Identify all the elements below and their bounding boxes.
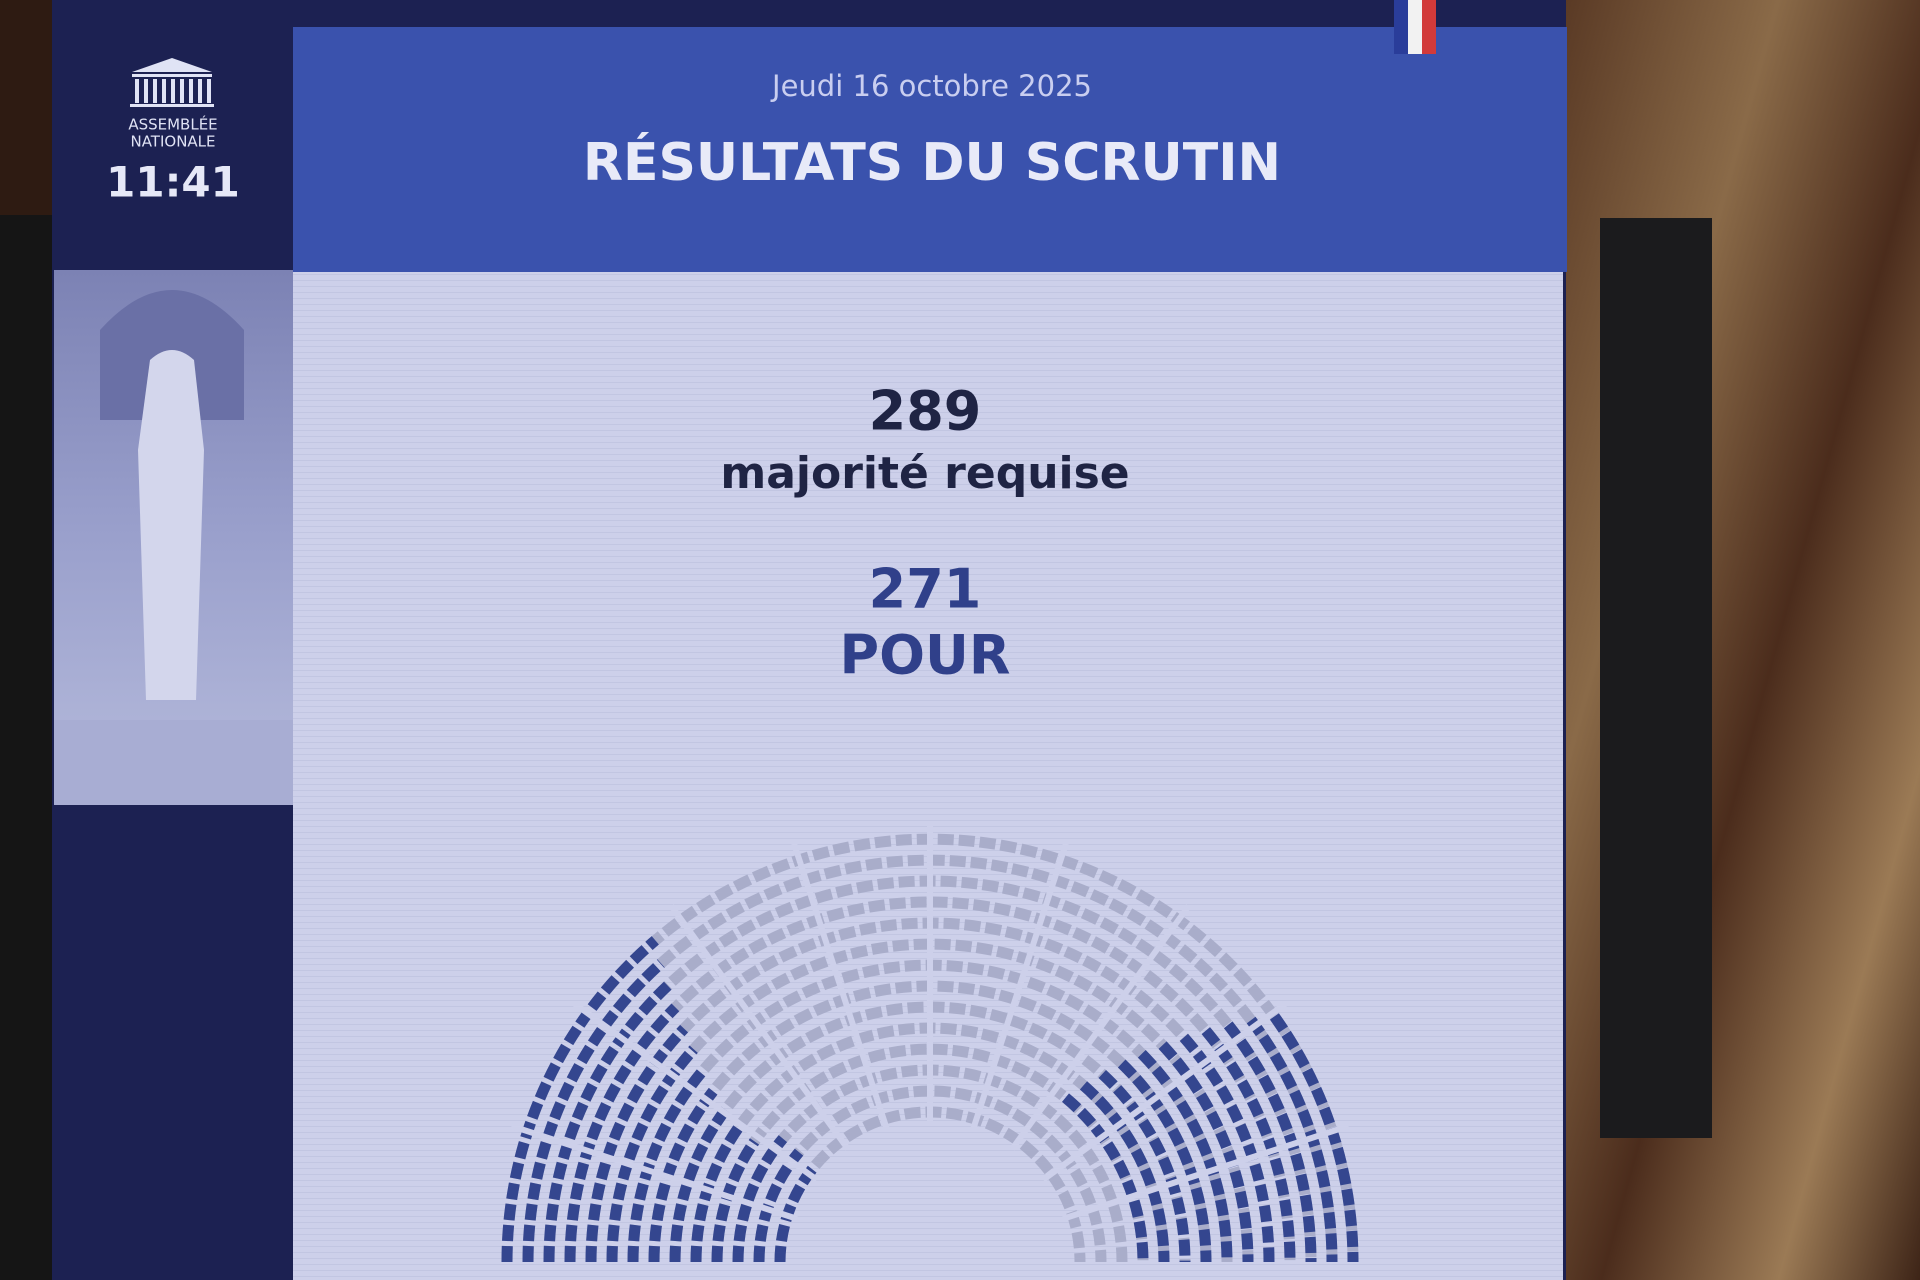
majority-number: 289: [869, 380, 982, 443]
logo-column: [144, 79, 148, 103]
logo-pediment: [132, 58, 212, 72]
logo-entablature: [132, 74, 212, 77]
seat-row-pour: [1098, 1069, 1191, 1263]
logo-column: [135, 79, 139, 103]
speaker: [1600, 218, 1712, 1138]
seat-row-pour: [543, 981, 672, 1263]
seat-row-pour: [648, 1084, 720, 1263]
majority-label: majorité requise: [720, 448, 1129, 499]
logo: [130, 58, 214, 107]
logo-column: [153, 79, 157, 103]
seat-row-pour: [1158, 1041, 1254, 1263]
seat-row-pour: [1223, 1021, 1317, 1263]
logo-column: [180, 79, 184, 103]
seat-row-pour: [669, 1103, 733, 1263]
aisle: [791, 842, 890, 1130]
votes-label: POUR: [840, 624, 1011, 687]
seat-row-pour: [564, 1003, 680, 1263]
logo-column: [162, 79, 166, 103]
seat-row-pour: [1061, 1093, 1149, 1263]
seat-row-pour: [522, 959, 665, 1263]
seat-row-pour: [627, 1065, 709, 1263]
flag-white: [1408, 0, 1422, 54]
header-band: [293, 27, 1567, 272]
clock: 11:41: [106, 158, 240, 207]
seat-row: [753, 1085, 1107, 1263]
aisle: [1062, 1123, 1350, 1222]
flag-blue: [1394, 0, 1408, 54]
logo-columns: [135, 79, 211, 103]
seat-row-pour: [1079, 1081, 1170, 1263]
seat-row-pour: [585, 1024, 689, 1263]
aisle: [1009, 904, 1192, 1151]
aisle: [572, 1000, 819, 1183]
speaker-left: [0, 215, 52, 1280]
hemicycle: [501, 822, 1359, 1263]
logo-column: [189, 79, 193, 103]
logo-column: [171, 79, 175, 103]
seat-row-pour: [1137, 1049, 1233, 1263]
logo-column: [207, 79, 211, 103]
title: RÉSULTATS DU SCRUTIN: [583, 132, 1281, 193]
logo-text: ASSEMBLÉE: [128, 115, 217, 134]
statue-steps: [54, 720, 293, 805]
votes-number: 271: [869, 558, 982, 621]
date: Jeudi 16 octobre 2025: [770, 69, 1092, 103]
seat-row-pour: [1246, 1016, 1338, 1263]
logo-base: [130, 104, 214, 107]
seat-row-pour: [1117, 1059, 1212, 1263]
aisle: [510, 1123, 798, 1222]
seat-row-pour: [1201, 1027, 1296, 1263]
flag-red: [1422, 0, 1436, 54]
aisle: [970, 842, 1069, 1130]
logo-text: NATIONALE: [130, 133, 215, 151]
logo-column: [198, 79, 202, 103]
aisle: [668, 904, 851, 1151]
seat-row-pour: [501, 936, 659, 1263]
aisle: [1041, 1000, 1288, 1183]
statue-figure: [138, 350, 204, 700]
seat-row-pour: [606, 1045, 698, 1263]
